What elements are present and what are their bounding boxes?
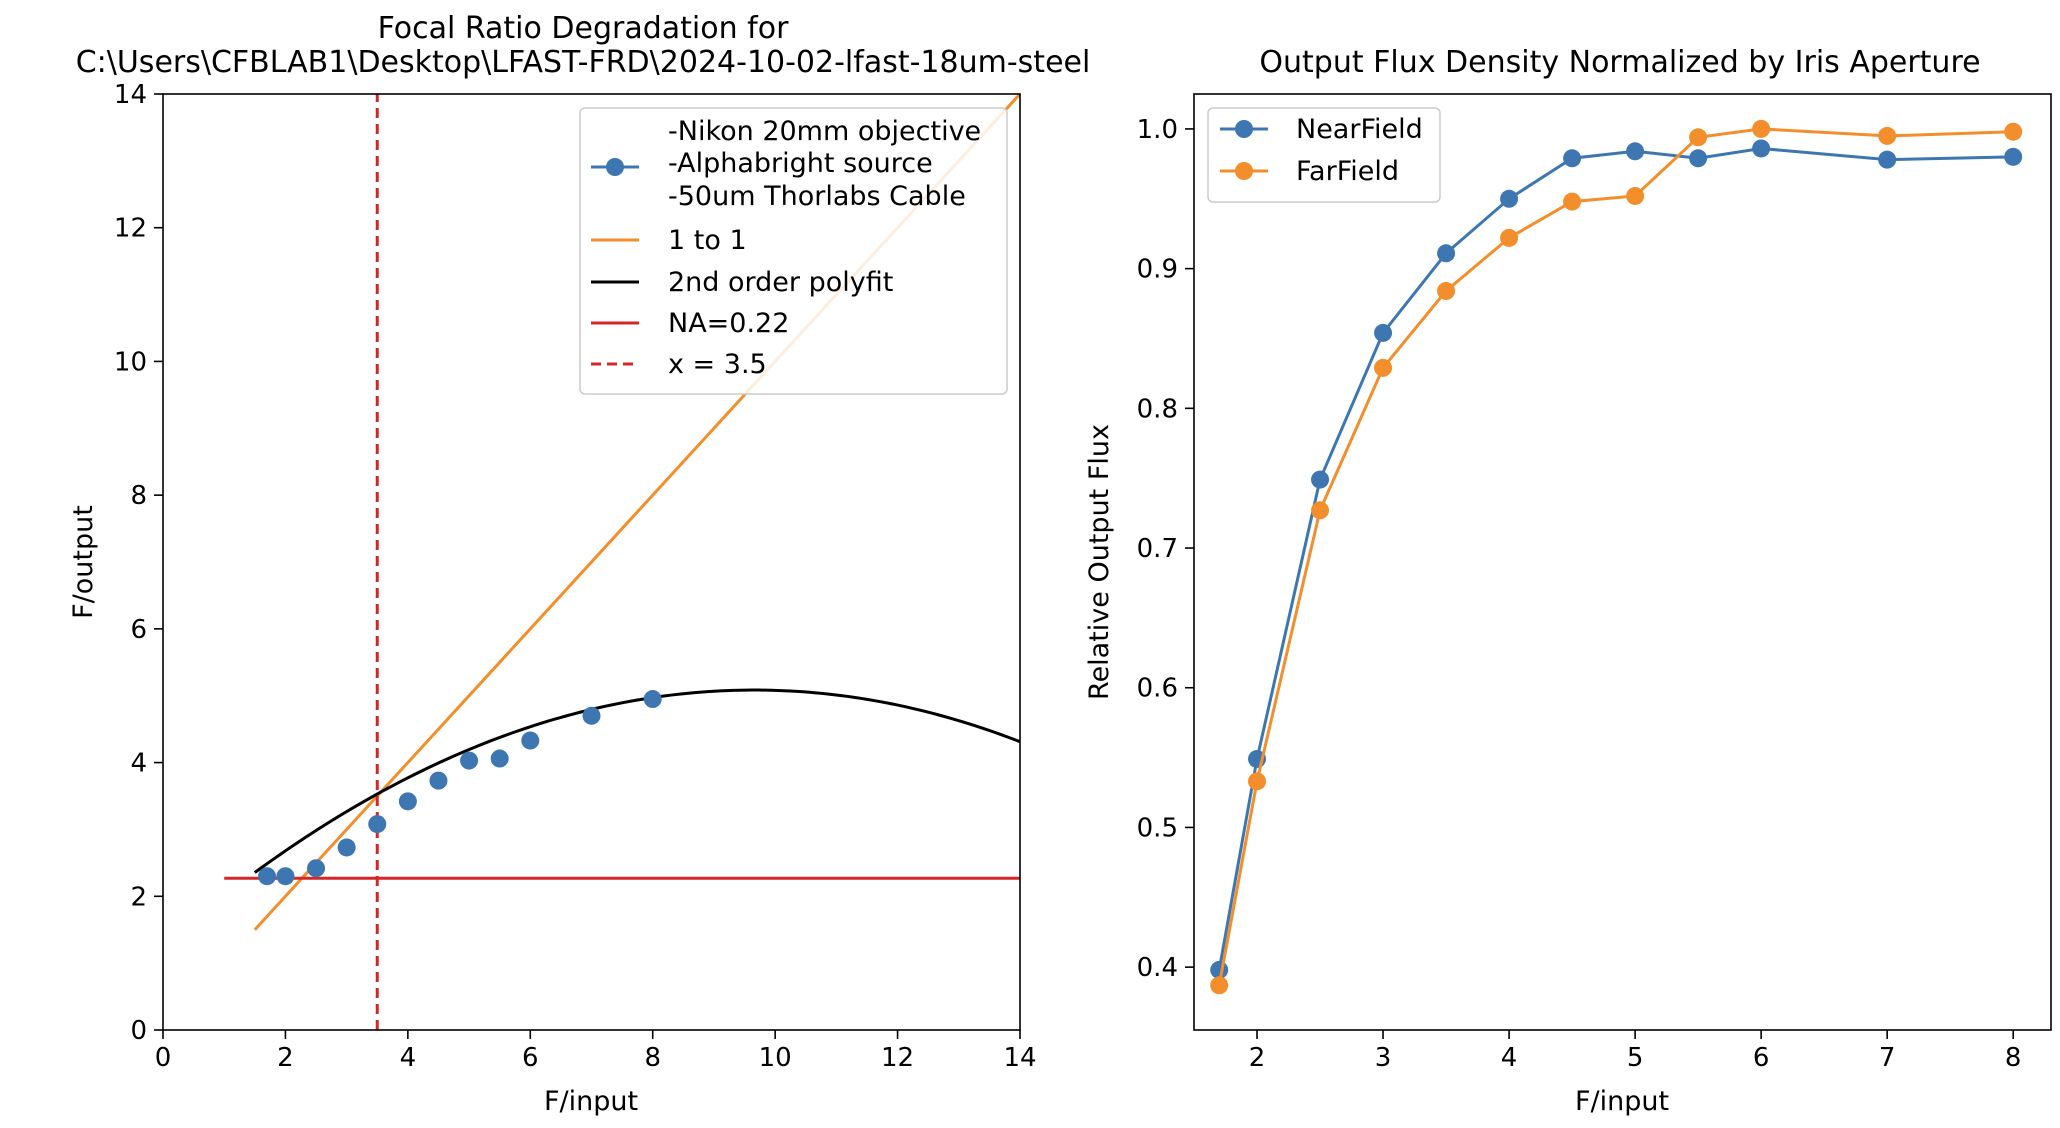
chart-title: Output Flux Density Normalized by Iris A… <box>1259 45 1980 80</box>
legend-label-source-2: -Alphabright source <box>668 148 933 179</box>
farfield-point <box>1689 128 1708 147</box>
farfield-point <box>1626 186 1645 205</box>
legend-label-na: NA=0.22 <box>668 308 789 339</box>
data-point <box>429 771 448 790</box>
y-tick-label: 0.6 <box>1137 674 1178 704</box>
x-tick-label: 8 <box>2005 1043 2022 1073</box>
y-tick-label: 8 <box>130 481 147 511</box>
data-point <box>258 867 277 886</box>
nearfield-point <box>1563 149 1582 168</box>
legend-label-polyfit: 2nd order polyfit <box>668 267 893 298</box>
axes-frame <box>1193 93 2052 1031</box>
y-tick-label: 1.0 <box>1137 115 1178 145</box>
legend-box <box>579 107 1008 395</box>
farfield-line <box>1217 127 2014 986</box>
nearfield-line <box>1217 146 2014 971</box>
x-tick-label: 7 <box>1879 1043 1896 1073</box>
x-tick-label: 2 <box>1249 1043 1266 1073</box>
legend-marker-farfield <box>1235 162 1253 180</box>
legend-box <box>1207 107 1441 203</box>
legend-label-one-to-one: 1 to 1 <box>668 225 747 256</box>
data-point <box>582 706 601 725</box>
data-point <box>276 867 295 886</box>
y-tick-label: 0.8 <box>1137 394 1178 424</box>
chart-title-line2: C:\Users\CFBLAB1\Desktop\LFAST-FRD\2024-… <box>76 45 1091 80</box>
farfield-point <box>2004 122 2023 141</box>
legend-label-source-1: -Nikon 20mm objective <box>668 116 981 147</box>
farfield-point <box>1374 358 1393 377</box>
x-tick-label: 14 <box>1003 1043 1036 1073</box>
y-tick-label: 0.4 <box>1137 953 1178 983</box>
nearfield-point <box>1500 189 1519 208</box>
farfield-point <box>1311 501 1330 520</box>
y-tick-label: 10 <box>114 347 147 377</box>
legend-marker-point <box>606 158 624 176</box>
farfield-point <box>1500 228 1519 247</box>
nearfield-point <box>2004 147 2023 166</box>
frd-chart: Focal Ratio Degradation for C:\Users\CFB… <box>68 11 1090 1117</box>
polyfit-curve <box>253 688 1021 874</box>
axis-ticks: 0 2 4 6 8 10 12 14 0 2 4 6 8 10 12 14 <box>114 80 1037 1073</box>
farfield-point <box>1752 119 1771 138</box>
x-tick-label: 6 <box>522 1043 539 1073</box>
farfield-point <box>1437 281 1456 300</box>
legend-label-vline: x = 3.5 <box>668 349 767 380</box>
y-tick-label: 0.7 <box>1137 534 1178 564</box>
x-axis-label: F/input <box>544 1086 638 1117</box>
nearfield-point <box>1626 142 1645 161</box>
x-tick-label: 10 <box>759 1043 792 1073</box>
x-tick-label: 6 <box>1753 1043 1770 1073</box>
y-axis-label: F/output <box>68 505 99 619</box>
legend: -Nikon 20mm objective -Alphabright sourc… <box>579 107 1008 395</box>
y-axis-label: Relative Output Flux <box>1084 424 1115 700</box>
data-point <box>521 731 540 750</box>
nearfield-point <box>1311 470 1330 489</box>
y-tick-label: 0.9 <box>1137 255 1178 285</box>
legend-label-source-3: -50um Thorlabs Cable <box>668 181 966 212</box>
y-tick-label: 12 <box>114 214 147 244</box>
farfield-point <box>1563 192 1582 211</box>
legend-label-farfield: FarField <box>1296 156 1399 187</box>
data-point <box>643 690 662 709</box>
axis-ticks: 2 3 4 5 6 7 8 0.4 0.5 0.6 0.7 0.8 0.9 1.0 <box>1137 115 2022 1073</box>
data-point <box>337 838 356 857</box>
x-tick-label: 12 <box>881 1043 914 1073</box>
nearfield-point <box>1374 323 1393 342</box>
x-tick-label: 3 <box>1375 1043 1392 1073</box>
y-tick-label: 0 <box>130 1016 147 1046</box>
y-tick-label: 14 <box>114 80 147 110</box>
legend-label-nearfield: NearField <box>1296 114 1423 145</box>
nearfield-point <box>1210 960 1229 979</box>
data-point <box>398 792 417 811</box>
data-point <box>490 749 509 768</box>
nearfield-point <box>1689 149 1708 168</box>
y-tick-label: 4 <box>130 749 147 779</box>
flux-chart: Output Flux Density Normalized by Iris A… <box>1084 45 2052 1117</box>
data-point <box>307 859 326 878</box>
x-tick-label: 5 <box>1627 1043 1644 1073</box>
y-tick-label: 2 <box>130 882 147 912</box>
x-tick-label: 8 <box>644 1043 661 1073</box>
legend: NearField FarField <box>1207 107 1441 203</box>
y-tick-label: 0.5 <box>1137 813 1178 843</box>
data-point <box>460 751 479 770</box>
x-tick-label: 0 <box>155 1043 172 1073</box>
x-tick-label: 2 <box>277 1043 294 1073</box>
farfield-point <box>1210 976 1229 995</box>
x-tick-label: 4 <box>400 1043 417 1073</box>
farfield-point <box>1878 126 1897 145</box>
axes-frame <box>162 93 1021 1031</box>
x-tick-label: 4 <box>1501 1043 1518 1073</box>
nearfield-point <box>1878 150 1897 169</box>
y-tick-label: 6 <box>130 615 147 645</box>
x-axis-label: F/input <box>1575 1086 1669 1117</box>
chart-title-line1: Focal Ratio Degradation for <box>378 11 790 46</box>
nearfield-point <box>1437 244 1456 263</box>
legend-marker-nearfield <box>1235 120 1253 138</box>
data-point <box>368 815 387 834</box>
plot-area <box>1210 119 2023 995</box>
farfield-point <box>1248 772 1267 791</box>
nearfield-point <box>1752 139 1771 158</box>
